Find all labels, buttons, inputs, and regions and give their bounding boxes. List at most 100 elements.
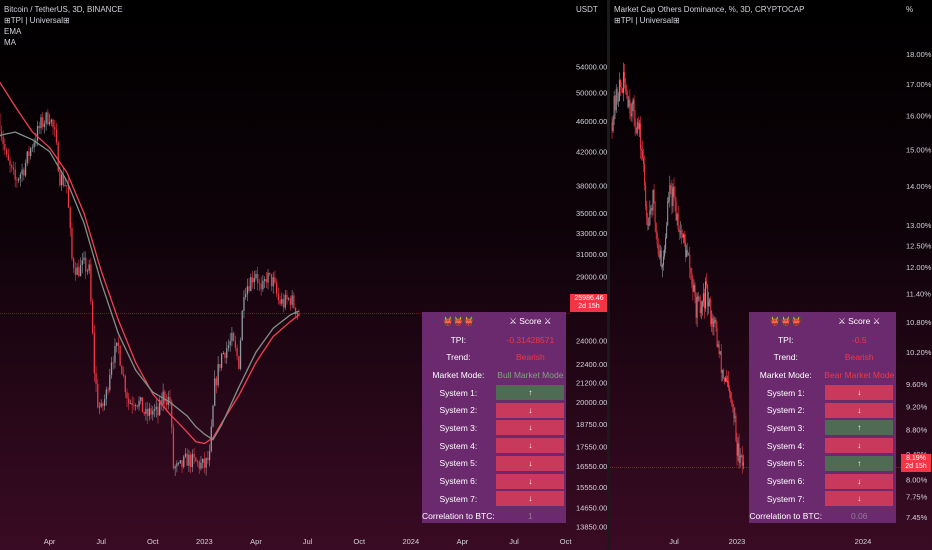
others-candle xyxy=(626,91,628,96)
btc-candle xyxy=(294,307,297,315)
others-y-tick-label: 14.00% xyxy=(906,182,932,191)
btc-system-7-label: System 7: xyxy=(439,493,478,504)
btc-system-4-signal: ↓ xyxy=(496,438,565,454)
btc-candle xyxy=(57,142,59,172)
btc-candle xyxy=(78,267,80,277)
btc-candle xyxy=(42,117,44,127)
others-candle xyxy=(611,122,613,132)
others-candle xyxy=(640,149,642,151)
others-candle xyxy=(682,234,684,238)
btc-chart-title[interactable]: Bitcoin / TetherUS, 3D, BINANCE xyxy=(4,5,123,14)
btc-candle xyxy=(243,297,245,311)
others-system-4-cell: ↓ xyxy=(823,438,897,454)
others-candle xyxy=(694,284,696,297)
btc-y-tick-label: 22400.00 xyxy=(576,360,607,369)
btc-tpi-indicator-label[interactable]: ⊞TPI | Universal⊞ xyxy=(4,16,70,25)
others-candle xyxy=(632,99,634,104)
btc-y-tick-label: 54000.00 xyxy=(576,63,607,72)
btc-candle xyxy=(128,398,130,404)
btc-candle xyxy=(114,345,116,363)
others-dominance-chart-pane[interactable]: % 18.00% 17.00% 16.00% 15.00% 14.00% 13.00% 12.… xyxy=(610,0,932,550)
btc-ema-label[interactable]: EMA xyxy=(4,27,22,36)
btc-y-tick-label: 42000.00 xyxy=(576,148,607,157)
others-y-tick-label: 8.00% xyxy=(906,476,928,485)
others-candle xyxy=(669,185,671,198)
btc-candle xyxy=(28,151,30,157)
others-y-axis-unit: % xyxy=(906,5,913,14)
btc-candle xyxy=(143,412,145,415)
btc-header-row: 👹👹👹 ⚔ Score ⚔ xyxy=(422,314,566,330)
others-y-tick-label: 10.20% xyxy=(906,348,932,357)
btc-candle xyxy=(248,286,250,291)
others-y-tick-label: 12.00% xyxy=(906,263,932,272)
btc-system-7-cell: ↓ xyxy=(495,491,566,507)
others-candle xyxy=(705,281,706,309)
btc-header-row-value: ⚔ Score ⚔ xyxy=(509,316,552,327)
others-system-7-signal: ↓ xyxy=(825,491,894,507)
btc-y-tick-label: 50000.00 xyxy=(576,89,607,98)
others-candle xyxy=(681,234,683,238)
others-candle xyxy=(673,186,675,197)
btc-correlation-row-value: 1 xyxy=(528,511,533,522)
others-candle xyxy=(650,208,652,211)
btc-candle xyxy=(150,408,152,415)
btc-candle xyxy=(38,126,40,129)
others-candle xyxy=(618,80,620,101)
btc-system-7-row: System 7: ↓ xyxy=(422,491,566,507)
btc-candle xyxy=(74,268,77,275)
others-system-5-label: System 5: xyxy=(766,458,805,469)
btc-candle xyxy=(222,352,224,355)
btc-candle xyxy=(284,294,286,308)
btc-y-tick-label: 24000.00 xyxy=(576,337,607,346)
btc-system-1-signal: ↑ xyxy=(496,385,565,401)
others-system-1-row: System 1: ↓ xyxy=(749,385,896,401)
btc-ma-label[interactable]: MA xyxy=(4,38,16,47)
btc-chart-pane[interactable]: USDT 54000.00 50000.00 46000.00 42000.00 3800… xyxy=(0,0,608,550)
others-candle xyxy=(742,462,744,466)
others-candle xyxy=(670,185,672,189)
others-candle xyxy=(622,87,624,94)
btc-candle xyxy=(198,461,200,469)
btc-candle xyxy=(226,348,228,358)
others-system-6-row: System 6: ↓ xyxy=(749,473,896,489)
others-candle xyxy=(686,250,688,257)
btc-candle xyxy=(52,119,54,128)
others-table-body: 👹👹👹 ⚔ Score ⚔ TPI: -0.5 Trend: Bearish Market … xyxy=(749,312,896,526)
btc-candle xyxy=(31,147,34,149)
others-tpi-indicator-label[interactable]: ⊞TPI | Universal⊞ xyxy=(614,16,680,25)
btc-candle xyxy=(286,294,288,300)
others-candle xyxy=(741,455,743,466)
others-candle xyxy=(730,392,732,399)
others-candle xyxy=(629,99,631,114)
others-candle xyxy=(715,319,717,328)
btc-candle xyxy=(11,165,13,168)
others-system-4-row: System 4: ↓ xyxy=(749,438,896,454)
btc-y-tick-label: 46000.00 xyxy=(576,117,607,126)
btc-candle xyxy=(275,282,278,294)
btc-candle xyxy=(288,298,290,300)
others-header-row-value: ⚔ Score ⚔ xyxy=(838,316,881,327)
btc-candle xyxy=(64,185,66,187)
btc-system-1-cell: ↑ xyxy=(495,385,566,401)
btc-candle xyxy=(67,185,70,208)
others-candle xyxy=(654,202,656,224)
others-y-tick-label: 9.20% xyxy=(906,402,928,411)
others-candle xyxy=(696,296,698,318)
others-candle xyxy=(674,196,676,202)
btc-candle xyxy=(279,300,281,304)
btc-candle xyxy=(186,453,188,466)
btc-candle xyxy=(241,310,243,341)
btc-candle xyxy=(208,450,211,461)
btc-y-tick-label: 20000.00 xyxy=(576,398,607,407)
btc-trend-row-value: Bearish xyxy=(515,352,545,363)
btc-system-2-signal: ↓ xyxy=(496,402,565,418)
pane-divider[interactable] xyxy=(607,0,610,550)
others-candle xyxy=(630,113,632,117)
others-chart-title[interactable]: Market Cap Others Dominance, %, 3D, CRYP… xyxy=(614,5,805,14)
others-candle xyxy=(675,201,677,221)
btc-ma-line xyxy=(0,131,300,441)
btc-candle xyxy=(129,403,132,404)
others-system-6-signal: ↓ xyxy=(825,473,894,489)
btc-candle xyxy=(155,406,157,410)
btc-candle xyxy=(107,389,109,391)
